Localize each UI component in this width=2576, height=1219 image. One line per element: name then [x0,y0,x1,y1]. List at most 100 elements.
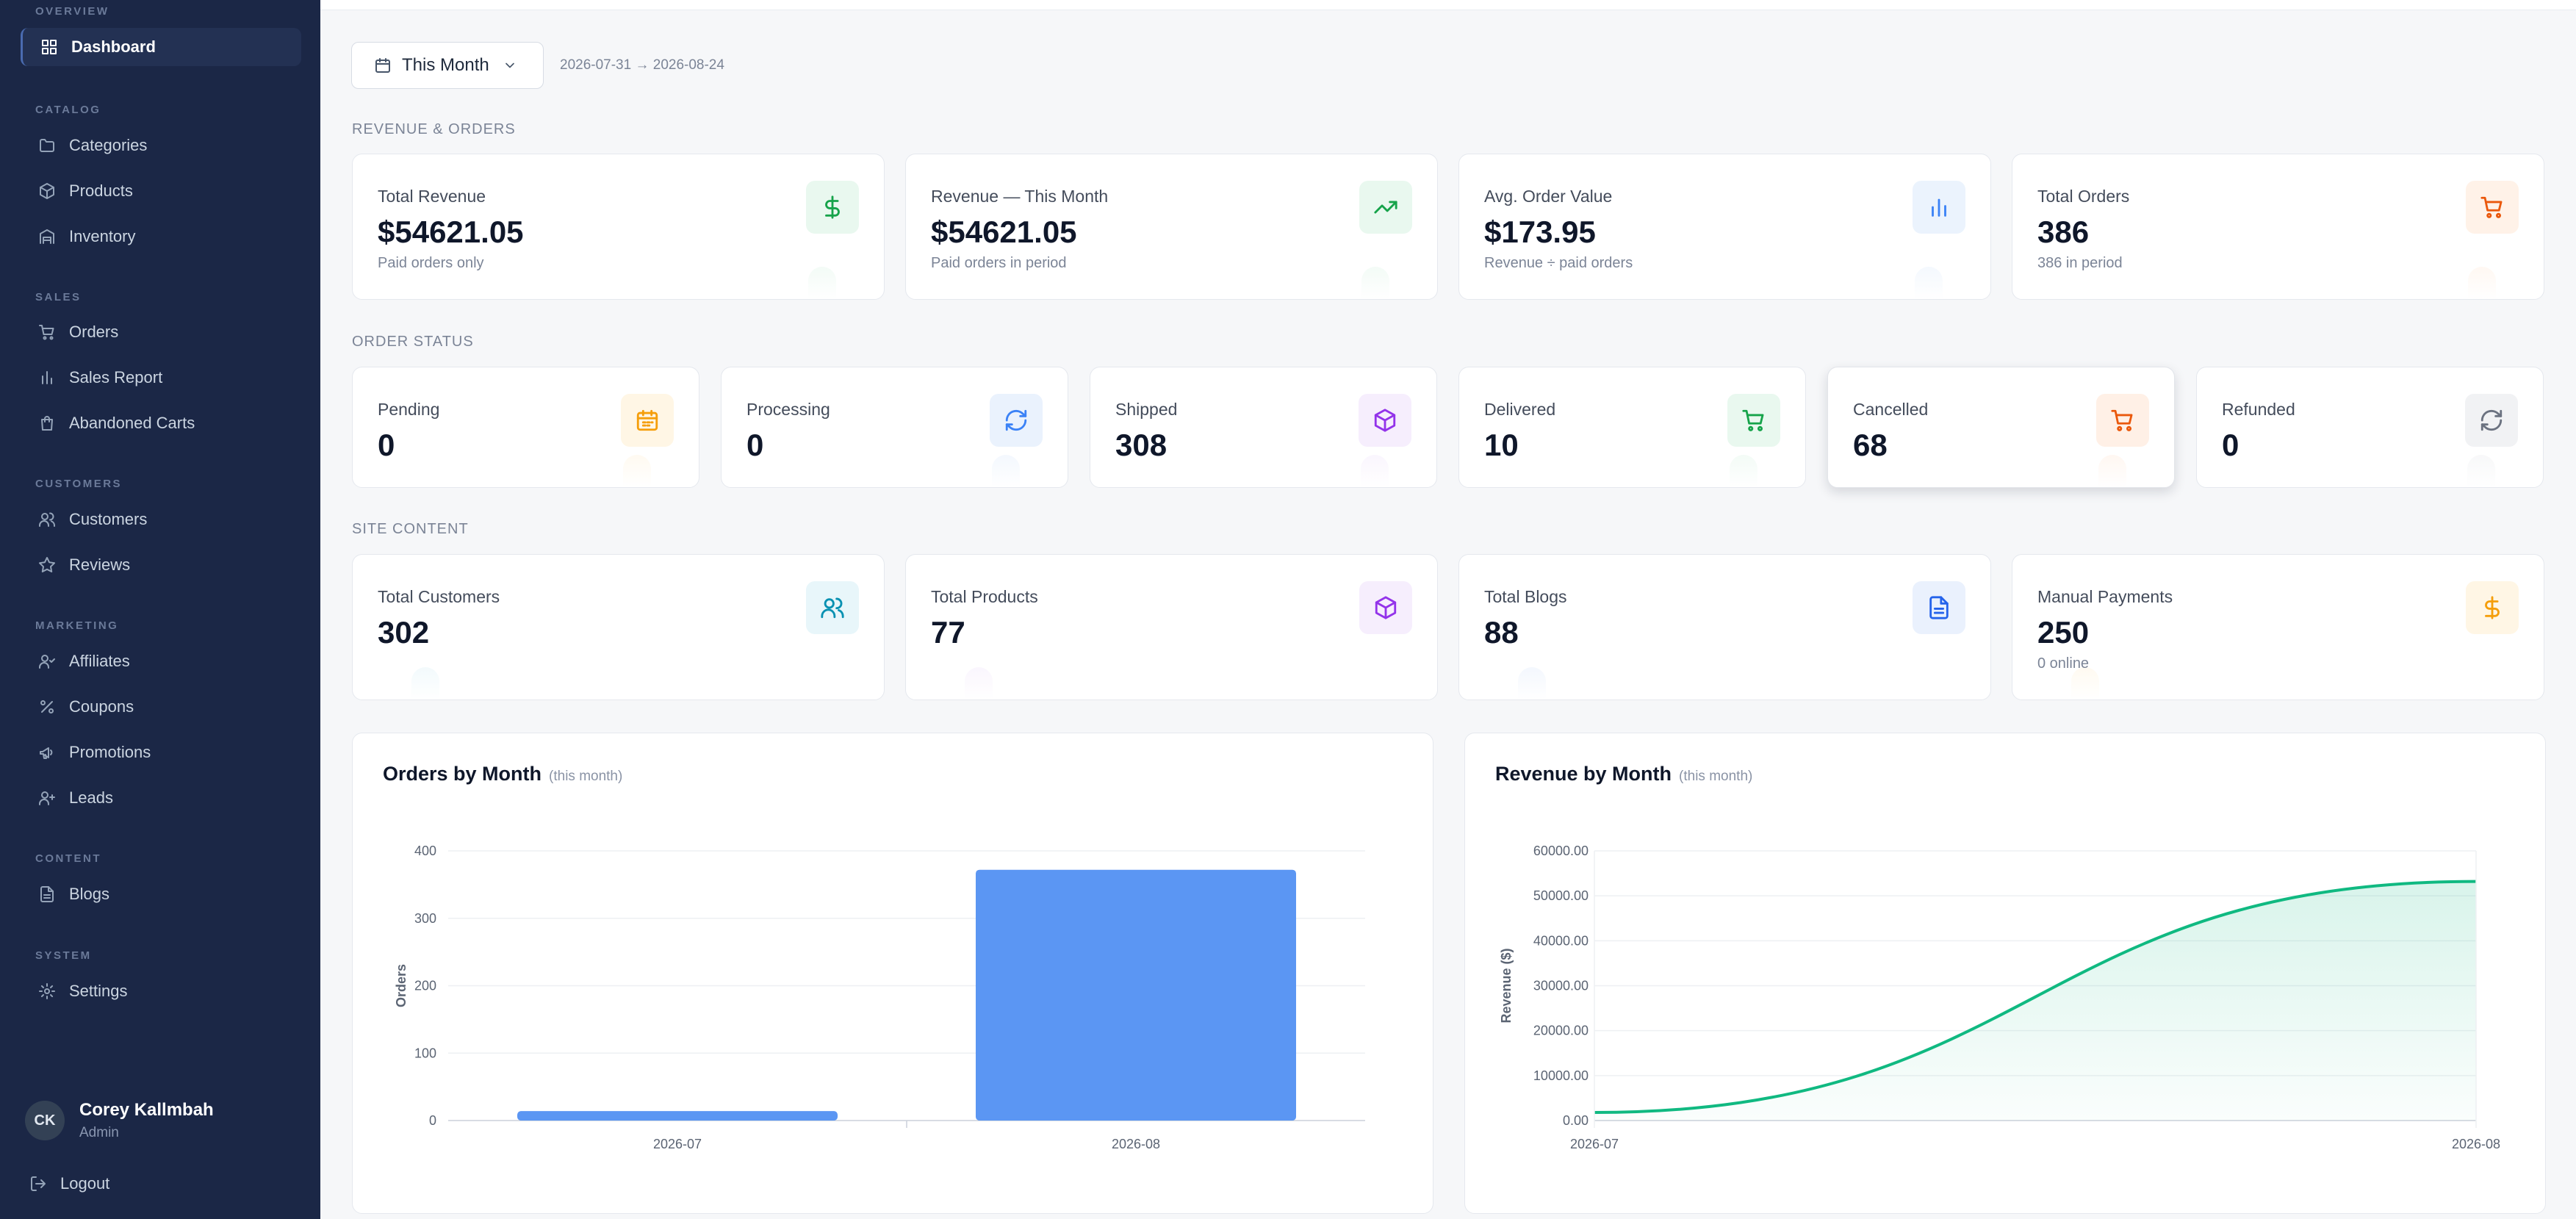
stat-value: 68 [1853,428,1888,462]
cart-icon [1742,409,1764,431]
stat-card[interactable]: Avg. Order Value $173.95 Revenue ÷ paid or… [1458,154,1991,300]
y-axis-label: Orders [394,964,409,1007]
stat-value: 0 [746,428,764,462]
calendar-icon [375,58,390,73]
card-decoration [1518,667,1546,700]
sidebar-item-products[interactable]: Products [21,172,301,210]
sidebar-item-inventory[interactable]: Inventory [21,217,301,256]
sidebar-item-blogs[interactable]: Blogs [21,875,301,913]
section-title-site-content: SITE CONTENT [352,521,469,537]
revenue-by-month-card: Revenue by Month (this month) 0.00 10000.0… [1464,733,2546,1214]
stat-label: Manual Payments [2037,587,2173,606]
stat-card[interactable]: Total Customers 302 [352,554,885,700]
orders-bar-chart: 0 100 200 300 400 2026-07 2026-08 Orders [394,844,1365,1151]
logout-label: Logout [60,1174,110,1193]
percent-icon [40,700,54,713]
stat-card[interactable]: Total Revenue $54621.05 Paid orders only [352,154,885,300]
x-tick-label: 2026-07 [1570,1137,1619,1151]
card-decoration [2468,267,2496,299]
stat-card[interactable]: Total Orders 386 386 in period [2012,154,2544,300]
section-title-revenue: REVENUE & ORDERS [352,121,516,137]
cart-icon [2111,409,2133,431]
sidebar-item-label: Categories [69,136,148,154]
period-dropdown-label: This Month [402,55,489,75]
y-tick-label: 40000.00 [1533,933,1589,948]
stat-label: Processing [746,400,830,419]
stat-icon-badge [1913,181,1965,234]
sidebar-item-promotions[interactable]: Promotions [21,733,301,772]
calendar-icon [636,409,658,431]
stat-icon-badge [1727,394,1780,447]
stat-icon-badge [2466,581,2519,634]
sidebar-item-label: Inventory [69,227,136,245]
stat-card[interactable]: Manual Payments 250 0 online [2012,554,2544,700]
y-tick-label: 0.00 [1563,1113,1589,1128]
stat-card[interactable]: Processing 0 [721,367,1068,488]
y-tick-label: 300 [414,911,436,926]
sidebar-item-reviews[interactable]: Reviews [21,546,301,584]
card-decoration [1361,267,1389,299]
y-tick-label: 0 [429,1113,436,1128]
stat-card[interactable]: Cancelled 68 [1827,367,2175,488]
x-tick-label: 2026-08 [1112,1137,1160,1151]
sidebar-item-affiliates[interactable]: Affiliates [21,642,301,680]
stat-icon-badge [2466,181,2519,234]
stat-card[interactable]: Total Products 77 [905,554,1438,700]
warehouse-icon [40,229,54,244]
sidebar-item-settings[interactable]: Settings [21,972,301,1010]
sidebar-item-label: Dashboard [71,37,156,56]
users-icon [821,597,844,619]
stat-icon-badge [621,394,674,447]
dollar-icon [2485,596,2500,619]
sidebar-section-customers: CUSTOMERS [35,478,123,490]
stat-label: Cancelled [1853,400,1929,419]
area-fill [1594,881,2476,1121]
sidebar-item-label: Promotions [69,743,151,761]
sidebar-item-abandoned-carts[interactable]: Abandoned Carts [21,404,301,442]
stat-card[interactable]: Refunded 0 [2196,367,2544,488]
user-name: Corey Kallmbah [79,1100,214,1120]
y-tick-label: 200 [414,979,436,993]
stat-label: Refunded [2222,400,2295,419]
sidebar-item-coupons[interactable]: Coupons [21,688,301,726]
gear-icon [39,983,55,999]
stat-label: Avg. Order Value [1484,187,1613,206]
stat-card[interactable]: Total Blogs 88 [1458,554,1991,700]
user-check-icon [39,655,55,669]
dashboard-icon [42,40,57,54]
sidebar-item-customers[interactable]: Customers [21,500,301,539]
date-range: 2026-07-31 → 2026-08-24 [560,57,724,73]
stat-card[interactable]: Revenue — This Month $54621.05 Paid orders… [905,154,1438,300]
stat-subtext: Revenue ÷ paid orders [1484,255,1633,271]
sidebar-item-dashboard[interactable]: Dashboard [21,28,301,66]
card-decoration [2071,667,2099,700]
stat-subtext: 386 in period [2037,255,2123,271]
period-dropdown[interactable]: This Month [351,42,544,89]
stat-value: 308 [1115,428,1168,462]
sidebar-item-categories[interactable]: Categories [21,126,301,165]
user-role: Admin [79,1125,119,1140]
user-profile[interactable]: CK Corey Kallmbah Admin [25,1100,214,1141]
stat-card[interactable]: Delivered 10 [1458,367,1806,488]
stat-icon-badge [806,581,859,634]
stat-label: Total Revenue [378,187,486,206]
file-icon [1929,596,1949,619]
sidebar-section-marketing: MARKETING [35,619,119,632]
stat-card[interactable]: Pending 0 [352,367,699,488]
refresh-icon [1005,409,1027,431]
logout-icon [31,1176,46,1191]
stat-icon-badge [1913,581,1965,634]
stat-icon-badge [990,394,1043,447]
x-tick-label: 2026-08 [2452,1137,2500,1151]
sidebar-item-label: Settings [69,982,128,1000]
y-tick-label: 50000.00 [1533,888,1589,903]
sidebar-item-sales-report[interactable]: Sales Report [21,359,301,397]
stat-card[interactable]: Shipped 308 [1090,367,1437,488]
sidebar-item-label: Products [69,181,133,200]
stat-value: 10 [1484,428,1519,462]
sidebar-item-label: Abandoned Carts [69,414,195,432]
logout-button[interactable]: Logout [12,1165,292,1203]
sidebar-item-leads[interactable]: Leads [21,779,301,817]
sidebar-item-orders[interactable]: Orders [21,313,301,351]
stat-value: 302 [378,615,430,650]
